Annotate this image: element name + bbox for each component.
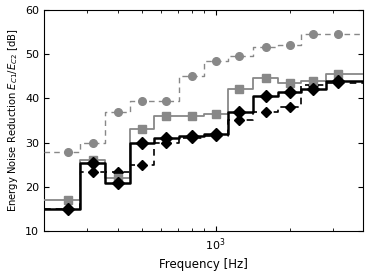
X-axis label: Frequency [Hz]: Frequency [Hz]	[159, 258, 248, 271]
Y-axis label: Energy Noise Reduction $E_{C1}/E_{C2}$ [dB]: Energy Noise Reduction $E_{C1}/E_{C2}$ […	[6, 29, 20, 212]
